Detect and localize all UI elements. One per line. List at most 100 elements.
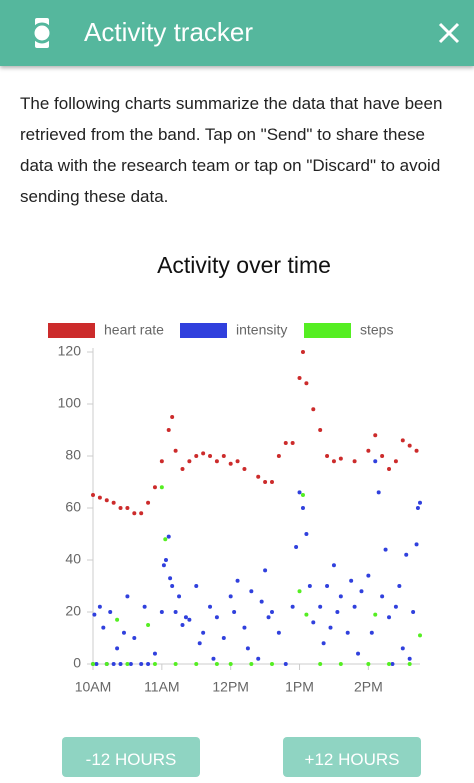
point — [194, 584, 199, 588]
point — [235, 578, 240, 583]
point — [383, 547, 388, 552]
point — [249, 662, 254, 666]
point — [132, 636, 137, 640]
point — [418, 500, 422, 505]
y-tick-label: 60 — [65, 499, 81, 515]
point — [92, 612, 97, 617]
point — [380, 594, 385, 599]
point — [91, 493, 95, 497]
prev-button[interactable]: -12 HOURS — [62, 737, 200, 777]
point — [132, 511, 137, 516]
point — [366, 662, 371, 666]
point — [283, 441, 288, 445]
point — [208, 454, 213, 458]
point — [415, 506, 420, 510]
point — [180, 467, 185, 471]
point — [125, 662, 130, 666]
point — [128, 662, 133, 666]
point — [387, 662, 392, 666]
point — [338, 456, 343, 461]
y-tick-label: 40 — [65, 551, 81, 567]
point — [152, 662, 157, 666]
point — [325, 454, 330, 458]
point — [393, 459, 398, 464]
point — [387, 615, 392, 620]
point — [311, 407, 316, 412]
point — [331, 459, 336, 464]
chart-title: Activity over time — [157, 252, 331, 278]
legend-swatch — [304, 323, 351, 338]
point — [94, 662, 99, 666]
point — [300, 506, 305, 510]
point — [194, 454, 199, 458]
point — [300, 493, 305, 497]
point — [139, 511, 144, 516]
point — [108, 610, 113, 614]
point — [111, 662, 116, 666]
point — [366, 573, 371, 578]
x-tick-label: 2PM — [354, 679, 383, 695]
y-tick-label: 120 — [58, 343, 82, 359]
point — [376, 490, 381, 495]
point — [121, 630, 126, 635]
point — [304, 612, 309, 617]
point — [256, 656, 261, 661]
point — [142, 604, 147, 609]
point — [159, 459, 164, 464]
point — [318, 662, 323, 666]
point — [318, 604, 323, 609]
point — [187, 617, 192, 622]
point — [276, 630, 281, 635]
app-title: Activity tracker — [84, 17, 254, 47]
point — [115, 646, 120, 651]
x-tick-label: 1PM — [285, 679, 314, 695]
point — [146, 662, 151, 666]
point — [101, 625, 106, 630]
point — [418, 633, 422, 638]
y-tick-label: 20 — [65, 603, 81, 619]
point — [183, 615, 188, 620]
point — [221, 636, 226, 640]
point — [173, 662, 178, 666]
point — [407, 662, 412, 666]
point — [414, 448, 419, 453]
point — [269, 480, 274, 484]
point — [166, 428, 171, 432]
point — [259, 599, 264, 604]
point — [152, 485, 157, 490]
point — [214, 662, 219, 666]
point — [180, 623, 185, 627]
point — [400, 646, 405, 651]
point — [380, 454, 385, 458]
point — [242, 625, 247, 630]
y-tick-label: 100 — [58, 395, 82, 411]
legend-label: intensity — [236, 322, 287, 338]
point — [297, 490, 302, 495]
point — [297, 376, 302, 380]
next-button[interactable]: +12 HOURS — [283, 737, 421, 777]
point — [97, 604, 102, 609]
point — [228, 662, 233, 666]
point — [393, 604, 398, 609]
point — [139, 662, 144, 666]
point — [366, 448, 371, 453]
point — [352, 459, 357, 464]
point — [159, 610, 164, 614]
description: The following charts summarize the data … — [20, 94, 443, 206]
point — [407, 656, 412, 661]
point — [263, 480, 268, 484]
point — [263, 568, 268, 573]
point — [232, 610, 237, 614]
point — [152, 651, 157, 656]
point — [170, 584, 175, 588]
point — [411, 610, 416, 614]
close-button[interactable] — [437, 21, 461, 45]
point — [161, 563, 166, 568]
point — [321, 641, 326, 646]
point — [163, 558, 168, 562]
point — [304, 381, 309, 386]
point — [125, 506, 130, 510]
point — [249, 589, 254, 594]
point — [356, 651, 361, 656]
